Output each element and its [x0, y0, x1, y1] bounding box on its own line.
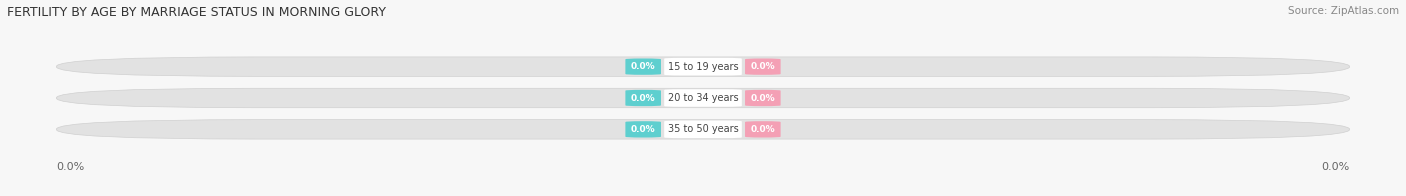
Text: 0.0%: 0.0% — [751, 125, 775, 134]
FancyBboxPatch shape — [745, 121, 780, 138]
FancyBboxPatch shape — [626, 121, 661, 138]
FancyBboxPatch shape — [745, 58, 780, 75]
Text: 20 to 34 years: 20 to 34 years — [668, 93, 738, 103]
Text: 0.0%: 0.0% — [1322, 162, 1350, 172]
Text: 0.0%: 0.0% — [751, 62, 775, 71]
Text: 0.0%: 0.0% — [631, 125, 655, 134]
FancyBboxPatch shape — [664, 121, 742, 138]
Text: FERTILITY BY AGE BY MARRIAGE STATUS IN MORNING GLORY: FERTILITY BY AGE BY MARRIAGE STATUS IN M… — [7, 6, 387, 19]
Text: 0.0%: 0.0% — [751, 93, 775, 103]
Text: 0.0%: 0.0% — [56, 162, 84, 172]
FancyBboxPatch shape — [745, 90, 780, 106]
FancyBboxPatch shape — [626, 90, 661, 106]
Text: 0.0%: 0.0% — [631, 93, 655, 103]
FancyBboxPatch shape — [664, 89, 742, 107]
FancyBboxPatch shape — [56, 88, 1350, 108]
FancyBboxPatch shape — [626, 58, 661, 75]
Text: 15 to 19 years: 15 to 19 years — [668, 62, 738, 72]
Text: 35 to 50 years: 35 to 50 years — [668, 124, 738, 134]
FancyBboxPatch shape — [664, 58, 742, 75]
FancyBboxPatch shape — [56, 57, 1350, 76]
Text: Source: ZipAtlas.com: Source: ZipAtlas.com — [1288, 6, 1399, 16]
FancyBboxPatch shape — [56, 120, 1350, 139]
Text: 0.0%: 0.0% — [631, 62, 655, 71]
